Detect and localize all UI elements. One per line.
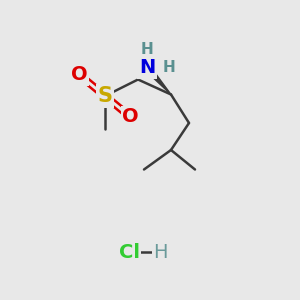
Polygon shape bbox=[145, 65, 171, 94]
Text: O: O bbox=[122, 107, 139, 127]
Text: H: H bbox=[141, 42, 153, 57]
Text: S: S bbox=[98, 86, 112, 106]
Text: H: H bbox=[163, 60, 176, 75]
Text: H: H bbox=[153, 242, 168, 262]
Text: Cl: Cl bbox=[118, 242, 140, 262]
Text: N: N bbox=[139, 58, 155, 77]
Text: O: O bbox=[71, 65, 88, 85]
